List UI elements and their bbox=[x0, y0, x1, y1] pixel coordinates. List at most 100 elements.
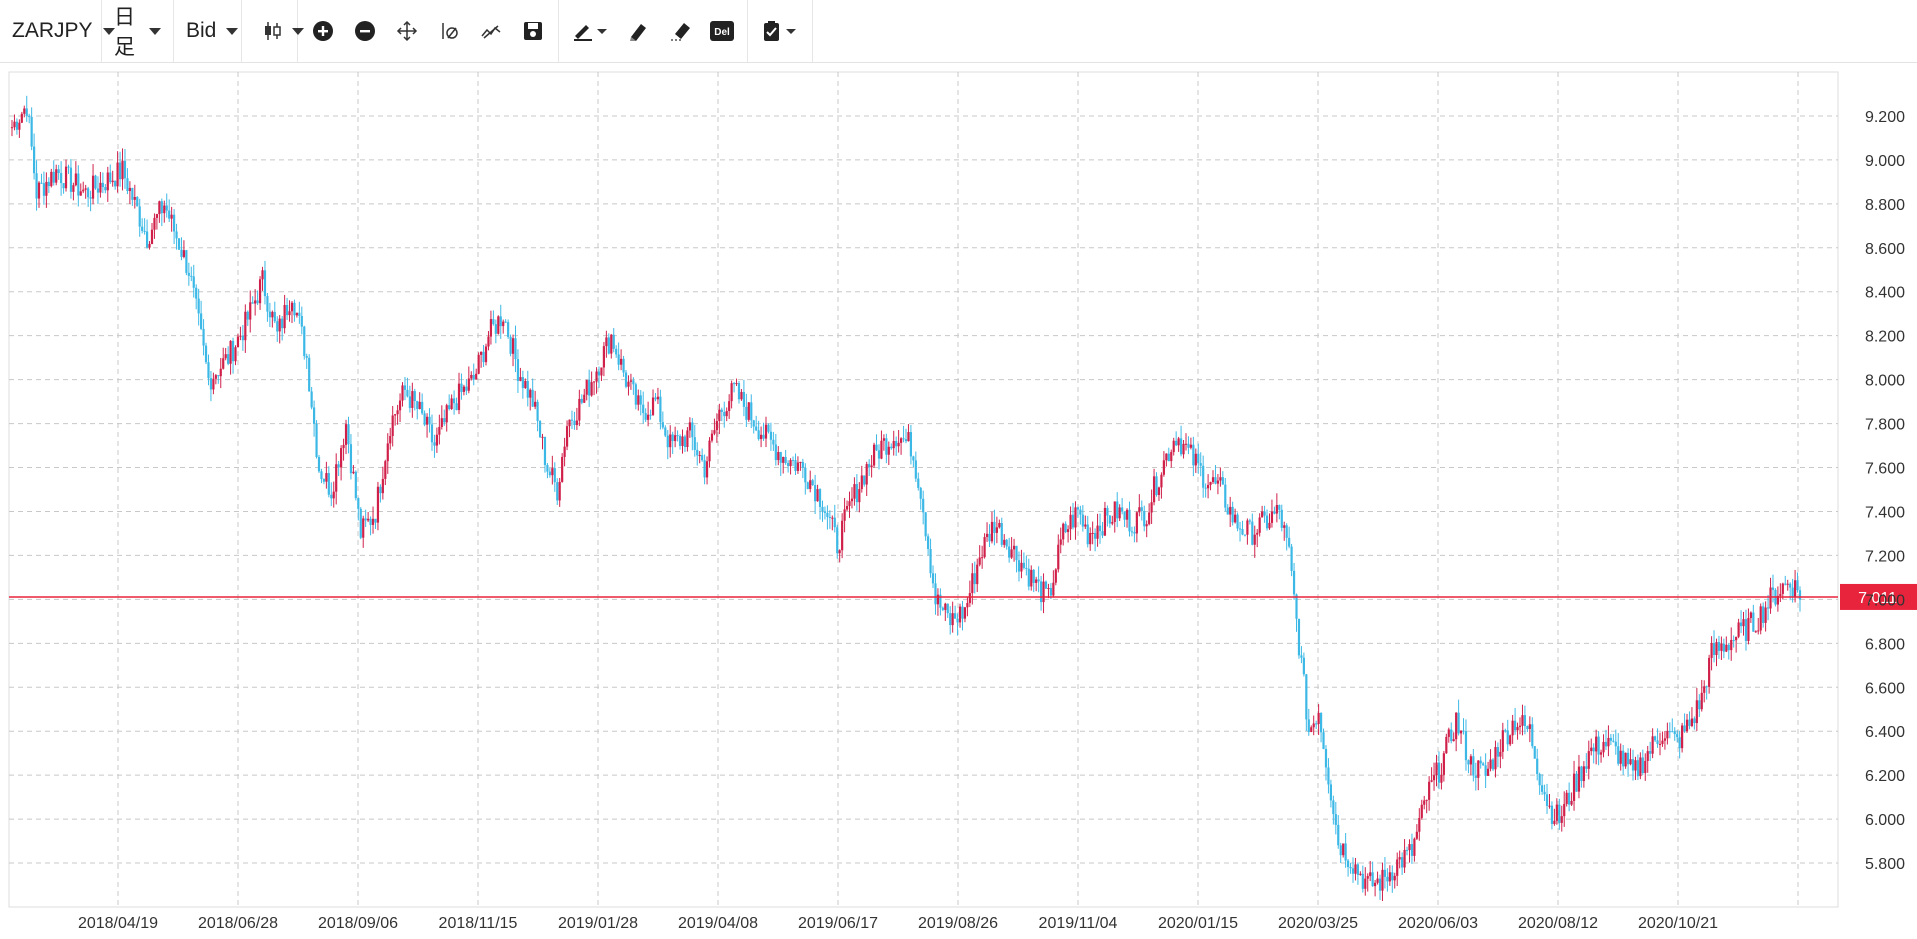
price-bar-body bbox=[1700, 692, 1703, 710]
price-bar-body bbox=[1278, 505, 1281, 510]
price-bar-body bbox=[858, 489, 861, 503]
price-bar-body bbox=[236, 336, 240, 348]
price-bar-body bbox=[421, 401, 424, 414]
price-bar-body bbox=[386, 443, 389, 462]
price-bar-body bbox=[1125, 509, 1129, 520]
price-bar-body bbox=[718, 409, 721, 422]
price-bar-body bbox=[698, 455, 701, 457]
y-axis: 9.200 9.000 8.800 8.600 8.400 8.200 8.000 7.800… bbox=[1865, 109, 1905, 873]
price-bar-body bbox=[1501, 730, 1504, 752]
price-bar-body bbox=[104, 187, 107, 191]
price-bar-body bbox=[448, 405, 451, 410]
price-bar-body bbox=[374, 518, 377, 523]
y-tick-label: 6.200 bbox=[1865, 768, 1905, 785]
period-label: 日足 bbox=[114, 6, 135, 59]
price-bar-body bbox=[1545, 794, 1549, 806]
price-bar-body bbox=[1086, 524, 1089, 545]
price-bar-body bbox=[1391, 872, 1394, 881]
price-bar-body bbox=[1285, 525, 1288, 538]
x-tick-label: 2019/06/17 bbox=[798, 915, 878, 932]
price-bar-body bbox=[703, 460, 706, 478]
save-icon[interactable] bbox=[520, 18, 546, 44]
price-bar-body bbox=[87, 188, 90, 198]
x-axis: 2018/04/19 2018/06/28 2018/09/06 2018/11/15… bbox=[78, 915, 1718, 932]
x-tick-label: 2019/04/08 bbox=[678, 915, 758, 932]
move-icon[interactable] bbox=[394, 18, 420, 44]
chart-area[interactable]: 7.011 9.200 9.000 8.800 8.600 8.400 8.200 8.00… bbox=[0, 62, 1917, 939]
price-bar-body bbox=[1383, 869, 1387, 877]
price-bar-body bbox=[1000, 523, 1003, 545]
price-bar-body bbox=[1071, 514, 1075, 528]
price-bar-body bbox=[1656, 740, 1659, 745]
price-bar-body bbox=[1229, 506, 1232, 515]
price-bar-body bbox=[1005, 539, 1008, 547]
price-bar-body bbox=[69, 167, 73, 192]
price-bar-body bbox=[172, 214, 176, 232]
scale-reset-icon[interactable] bbox=[436, 18, 462, 44]
price-type-select[interactable]: Bid bbox=[174, 0, 242, 62]
eraser-icon[interactable] bbox=[667, 18, 693, 44]
price-bar-body bbox=[1378, 878, 1382, 891]
chart-type-select[interactable] bbox=[242, 0, 304, 62]
price-bar-body bbox=[1555, 804, 1558, 821]
price-bar-body bbox=[1145, 524, 1148, 527]
price-bar-body bbox=[1243, 534, 1247, 536]
price-bar-body bbox=[872, 444, 876, 466]
chevron-down-icon bbox=[102, 27, 115, 35]
price-bar-body bbox=[1558, 804, 1561, 823]
price-bar-body bbox=[1693, 718, 1696, 724]
price-bar-body bbox=[1671, 731, 1674, 733]
price-bar-body bbox=[1472, 756, 1475, 776]
price-bar-body bbox=[634, 384, 637, 405]
symbol-select[interactable]: ZARJPY bbox=[0, 0, 115, 62]
price-bar-body bbox=[610, 334, 613, 354]
zoom-in-icon[interactable] bbox=[310, 18, 336, 44]
price-bar-body bbox=[1661, 740, 1664, 744]
price-bar-body bbox=[42, 183, 46, 196]
price-bar-body bbox=[1059, 539, 1062, 545]
price-bar-body bbox=[258, 279, 262, 304]
price-bar-body bbox=[951, 613, 954, 626]
price-bar-body bbox=[207, 362, 210, 379]
price-bar-body bbox=[742, 392, 746, 407]
period-select[interactable]: 日足 bbox=[102, 0, 174, 62]
delete-icon[interactable]: Del bbox=[709, 18, 735, 44]
symbol-label: ZARJPY bbox=[12, 19, 93, 42]
price-bar-body bbox=[384, 461, 387, 479]
price-bar-body bbox=[995, 527, 998, 533]
price-bar-body bbox=[629, 380, 633, 382]
price-bar-body bbox=[882, 438, 885, 441]
price-bar-body bbox=[529, 389, 532, 398]
price-bar-body bbox=[364, 518, 367, 521]
line-style-icon[interactable] bbox=[478, 18, 504, 44]
y-tick-label: 7.800 bbox=[1865, 417, 1905, 434]
candlestick-icon[interactable] bbox=[262, 18, 284, 44]
price-bar-body bbox=[241, 335, 244, 341]
price-bar-body bbox=[1138, 507, 1141, 513]
price-bar-body bbox=[1619, 750, 1622, 764]
price-bar-body bbox=[735, 383, 738, 385]
price-bar-body bbox=[251, 302, 254, 304]
price-bar-body bbox=[981, 557, 984, 559]
draw-pen-icon[interactable] bbox=[571, 18, 609, 44]
price-bar-body bbox=[1506, 730, 1509, 745]
price-bar-body bbox=[578, 398, 581, 421]
clipboard-check-icon[interactable] bbox=[762, 18, 798, 44]
price-bar-body bbox=[425, 416, 429, 425]
highlighter-icon[interactable] bbox=[625, 18, 651, 44]
price-bar-body bbox=[246, 311, 249, 320]
price-bar-body bbox=[1565, 792, 1568, 804]
zoom-out-icon[interactable] bbox=[352, 18, 378, 44]
price-bar-body bbox=[693, 437, 696, 450]
y-tick-label: 8.800 bbox=[1865, 197, 1905, 214]
price-bar-body bbox=[762, 434, 765, 439]
price-bar-body bbox=[1796, 580, 1799, 591]
price-bar-body bbox=[217, 375, 220, 377]
price-bar-body bbox=[1079, 509, 1082, 515]
price-bar-body bbox=[1592, 747, 1595, 752]
price-bar-body bbox=[1742, 619, 1745, 627]
price-bar-body bbox=[568, 419, 571, 427]
price-bar-body bbox=[249, 302, 252, 320]
price-bar-body bbox=[1744, 619, 1748, 641]
price-bar-body bbox=[688, 422, 691, 431]
